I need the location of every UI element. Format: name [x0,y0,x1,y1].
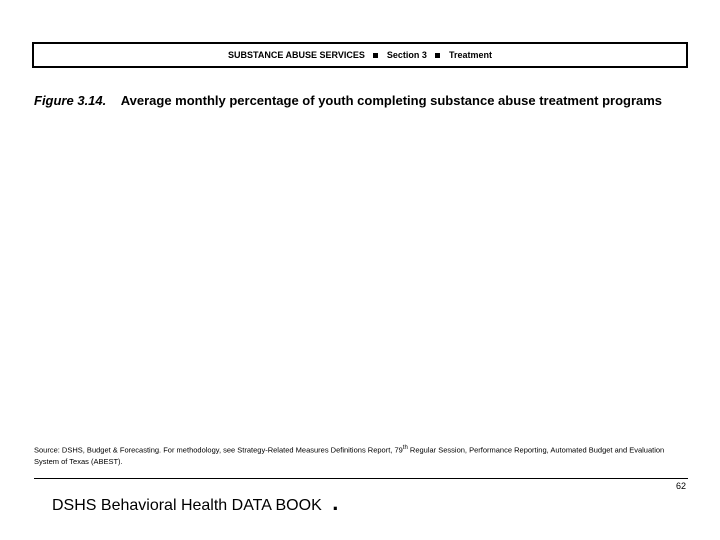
footer-rule [34,478,688,479]
section-header-box: SUBSTANCE ABUSE SERVICES Section 3 Treat… [32,42,688,68]
source-prefix: Source: DSHS, Budget & Forecasting. For … [34,446,403,455]
page-number: 62 [676,481,686,491]
source-note: Source: DSHS, Budget & Forecasting. For … [34,444,686,467]
separator-square-icon [373,53,378,58]
separator-square-icon [435,53,440,58]
header-service: SUBSTANCE ABUSE SERVICES [228,50,365,60]
header-topic: Treatment [449,50,492,60]
footer-book-title: DSHS Behavioral Health DATA BOOK . [52,490,338,516]
footer-dot-icon: . [332,490,338,515]
footer-book-text: DSHS Behavioral Health DATA BOOK [52,497,322,514]
figure-label: Figure 3.14. [34,93,106,108]
section-header-text: SUBSTANCE ABUSE SERVICES Section 3 Treat… [228,50,492,60]
figure-title: Average monthly percentage of youth comp… [121,93,662,108]
header-section: Section 3 [387,50,427,60]
figure-caption: Figure 3.14. Average monthly percentage … [34,92,686,110]
